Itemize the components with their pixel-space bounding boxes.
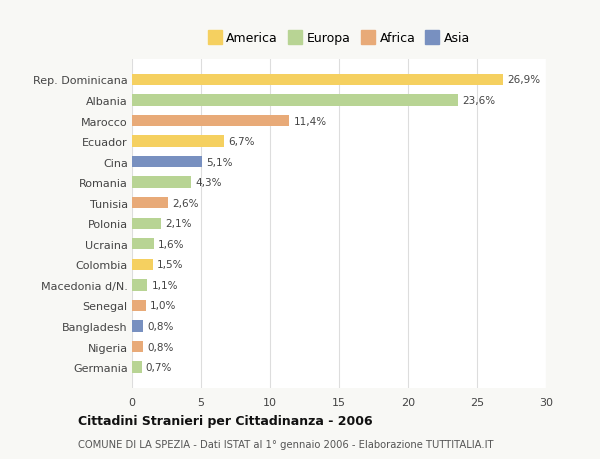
Text: 26,9%: 26,9% — [508, 75, 541, 85]
Text: 11,4%: 11,4% — [293, 116, 326, 126]
Bar — [132, 300, 146, 311]
Bar — [132, 136, 224, 147]
Bar — [132, 177, 191, 188]
Text: 1,6%: 1,6% — [158, 239, 185, 249]
Bar — [132, 280, 147, 291]
Bar — [132, 75, 503, 86]
Bar — [132, 321, 143, 332]
Bar — [132, 362, 142, 373]
Bar — [132, 198, 168, 209]
Text: 1,5%: 1,5% — [157, 260, 184, 270]
Text: COMUNE DI LA SPEZIA - Dati ISTAT al 1° gennaio 2006 - Elaborazione TUTTITALIA.IT: COMUNE DI LA SPEZIA - Dati ISTAT al 1° g… — [78, 440, 493, 449]
Bar — [132, 157, 202, 168]
Text: 0,8%: 0,8% — [147, 321, 173, 331]
Legend: America, Europa, Africa, Asia: America, Europa, Africa, Asia — [205, 30, 473, 48]
Text: 1,0%: 1,0% — [150, 301, 176, 311]
Bar — [132, 116, 289, 127]
Bar — [132, 341, 143, 353]
Bar — [132, 239, 154, 250]
Text: Cittadini Stranieri per Cittadinanza - 2006: Cittadini Stranieri per Cittadinanza - 2… — [78, 414, 373, 428]
Text: 4,3%: 4,3% — [196, 178, 222, 188]
Text: 23,6%: 23,6% — [462, 96, 495, 106]
Text: 0,7%: 0,7% — [146, 362, 172, 372]
Text: 2,6%: 2,6% — [172, 198, 199, 208]
Text: 1,1%: 1,1% — [151, 280, 178, 290]
Text: 0,8%: 0,8% — [147, 342, 173, 352]
Bar — [132, 218, 161, 230]
Text: 5,1%: 5,1% — [206, 157, 233, 167]
Bar — [132, 259, 152, 270]
Text: 6,7%: 6,7% — [229, 137, 255, 147]
Text: 2,1%: 2,1% — [165, 219, 191, 229]
Bar — [132, 95, 458, 106]
